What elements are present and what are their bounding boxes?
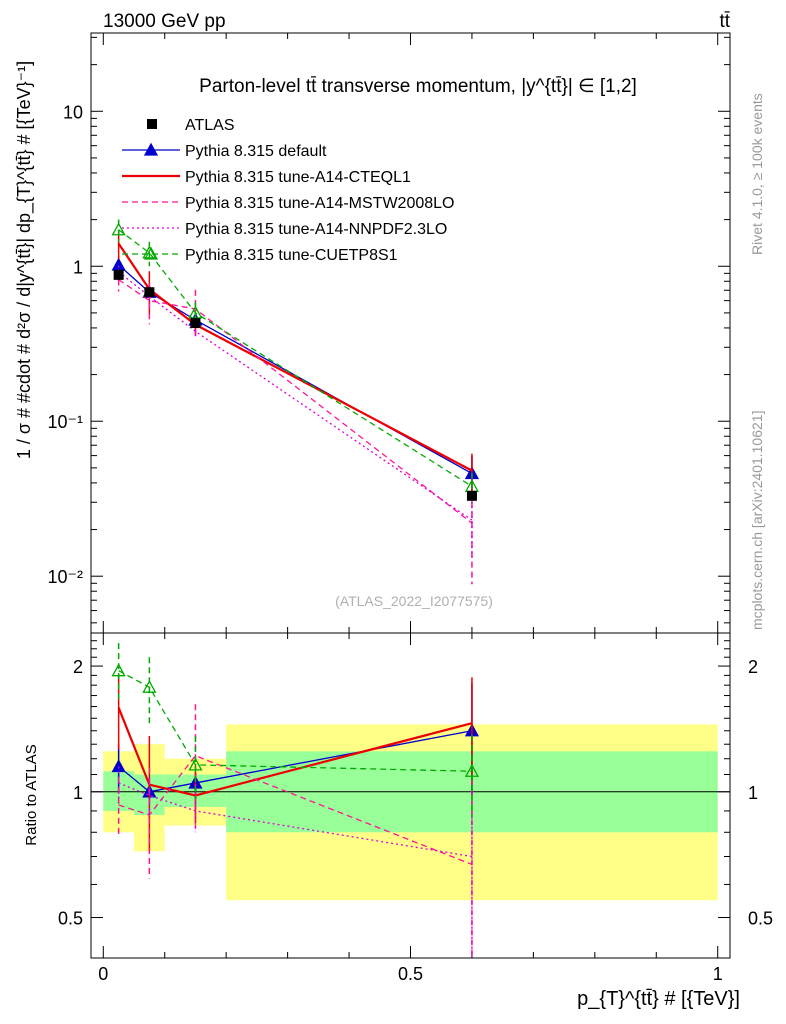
series-line xyxy=(118,271,473,521)
y-tick-label: 10⁻¹ xyxy=(47,412,83,432)
ratio-line xyxy=(118,730,473,793)
ratio-y-tick-label: 2 xyxy=(73,657,83,677)
ratio-series-4 xyxy=(111,643,480,818)
energy-label: 13000 GeV pp xyxy=(103,11,226,32)
data-point xyxy=(188,305,203,319)
ratio-line xyxy=(118,670,472,772)
ratio-line xyxy=(118,782,473,858)
series-line xyxy=(117,242,473,472)
process-label: tt̄ xyxy=(719,11,730,32)
data-point xyxy=(111,257,126,271)
x-tick-label: 0 xyxy=(98,964,108,984)
ratio-panel: 0 0.5 1 0.5 0.5 1 1 2 2 xyxy=(58,632,773,984)
legend-atlas-marker xyxy=(147,119,157,129)
series-2 xyxy=(117,269,473,585)
mcplots-label: mcplots.cern.ch [arXiv:2401.10621] xyxy=(749,411,765,630)
legend: ATLAS Pythia 8.315 default Pythia 8.315 tu… xyxy=(122,117,454,264)
legend-atlas-label: ATLAS xyxy=(185,117,235,134)
series-line xyxy=(118,279,473,524)
rivet-label: Rivet 4.1.0, ≥ 100k events xyxy=(749,93,765,255)
x-tick-label: 1 xyxy=(713,964,723,984)
ratio-point xyxy=(142,679,157,693)
y-tick-label: 1 xyxy=(73,257,83,277)
ratio-bands xyxy=(91,724,730,901)
legend-marker xyxy=(143,142,159,156)
series-line xyxy=(118,229,473,487)
ratio-y-tick-label-right: 0.5 xyxy=(748,909,773,929)
y-tick-label: 10⁻² xyxy=(47,567,83,587)
analysis-id: (ATLAS_2022_I2077575) xyxy=(335,593,493,609)
atlas-point xyxy=(190,318,201,329)
y-tick-label: 10 xyxy=(63,102,83,122)
main-series xyxy=(111,219,480,585)
legend-label: Pythia 8.315 tune-A14-NNPDF2.3LO xyxy=(185,221,447,238)
ratio-y-axis-label: Ratio to ATLAS xyxy=(23,744,40,845)
legend-label: Pythia 8.315 tune-A14-MSTW2008LO xyxy=(185,195,454,212)
ratio-line xyxy=(118,754,473,866)
main-axes: 10⁻² 10⁻¹ 1 10 xyxy=(47,33,730,633)
atlas-point xyxy=(144,287,155,298)
data-point xyxy=(142,245,157,259)
ratio-point xyxy=(188,757,203,771)
x-axis-label: p_{T}^{tt̄} # [{TeV}] xyxy=(577,988,740,1010)
ratio-series xyxy=(111,643,480,958)
legend-marker xyxy=(143,246,159,260)
y-axis-label: 1 / σ # #cdot # d²σ / d|y^{tt̄}| dp_{T}^… xyxy=(14,61,35,459)
legend-label: Pythia 8.315 tune-A14-CTEQL1 xyxy=(185,169,411,186)
ratio-point xyxy=(111,663,126,677)
ratio-y-tick-label-right: 1 xyxy=(748,783,758,803)
ratio-y-tick-label-right: 2 xyxy=(748,657,758,677)
ratio-y-tick-label: 0.5 xyxy=(58,909,83,929)
legend-label: Pythia 8.315 tune-CUETP8S1 xyxy=(185,247,398,264)
atlas-point xyxy=(113,269,124,280)
series-1 xyxy=(117,230,473,494)
main-panel: Parton-level tt̄ transverse momentum, |y… xyxy=(47,32,731,634)
ratio-y-tick-label: 1 xyxy=(73,783,83,803)
ratio-line xyxy=(117,707,473,797)
ratio-point xyxy=(464,763,480,777)
data-point xyxy=(111,222,126,236)
atlas-point xyxy=(466,490,477,501)
chart-title: Parton-level tt̄ transverse momentum, |y… xyxy=(199,76,637,97)
series-3 xyxy=(117,265,473,558)
x-tick-label: 0.5 xyxy=(398,964,423,984)
ratio-axes: 0 0.5 1 0.5 0.5 1 1 2 2 xyxy=(58,633,773,984)
atlas-data xyxy=(113,269,477,501)
ratio-panel-frame xyxy=(90,632,731,959)
legend-label: Pythia 8.315 default xyxy=(185,143,327,160)
